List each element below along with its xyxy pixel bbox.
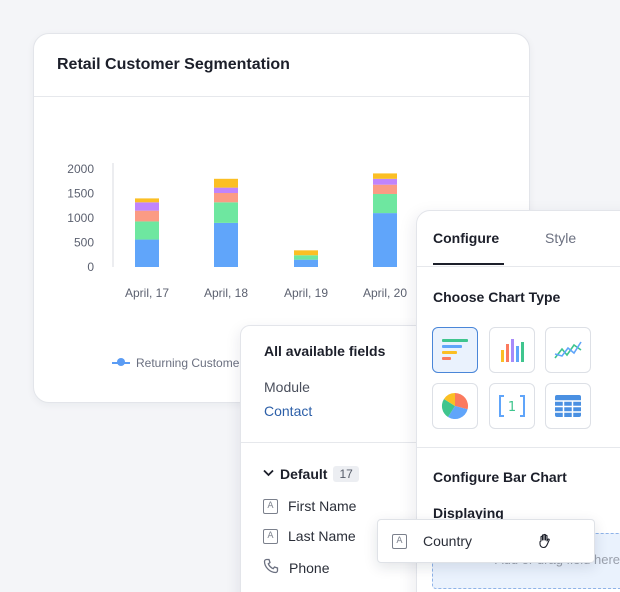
field-group-default[interactable]: Default 17	[263, 466, 359, 482]
bar-segment	[135, 239, 159, 267]
chart-type-number-button[interactable]: 1	[489, 383, 535, 429]
vertical-bar-icon	[501, 339, 524, 362]
field-item-phone[interactable]: Phone	[263, 558, 329, 577]
bar-segment	[294, 259, 318, 267]
text-field-icon: A	[263, 498, 278, 514]
bar-segment	[214, 222, 238, 267]
active-tab-indicator	[433, 263, 504, 265]
configure-bar-chart-heading: Configure Bar Chart	[433, 469, 567, 485]
bar-segment	[214, 202, 238, 223]
fields-divider	[241, 442, 429, 443]
bar-segment	[373, 193, 397, 214]
bar-segment	[214, 187, 238, 194]
module-label: Module	[264, 379, 310, 395]
bar-segment	[294, 255, 318, 260]
legend-swatch	[112, 358, 130, 368]
dragged-field-chip[interactable]: A Country	[377, 519, 595, 563]
displaying-label: Displaying	[433, 505, 504, 521]
x-tick-label: April, 18	[204, 286, 248, 300]
x-tick-label: April, 17	[125, 286, 169, 300]
bar-segment	[135, 210, 159, 222]
dragged-field-label: Country	[423, 533, 473, 549]
field-label: Last Name	[288, 528, 356, 544]
bar-segment	[294, 250, 318, 256]
number-chart-icon: 1	[499, 395, 525, 417]
bar-segment	[373, 173, 397, 179]
chart-type-vertical-bar-button[interactable]	[489, 327, 535, 373]
text-field-icon: A	[263, 528, 278, 544]
chart-type-pie-button[interactable]	[432, 383, 478, 429]
y-tick-label: 2000	[67, 162, 94, 176]
field-label: Phone	[289, 559, 330, 576]
horizontal-bar-icon	[442, 339, 468, 360]
x-tick-label: April, 19	[284, 286, 328, 300]
choose-chart-type-heading: Choose Chart Type	[433, 289, 561, 305]
table-icon	[555, 395, 581, 417]
group-count-badge: 17	[333, 466, 359, 482]
bar-segment	[373, 184, 397, 194]
module-value-link[interactable]: Contact	[264, 403, 313, 419]
group-name: Default	[280, 466, 328, 482]
tab-style[interactable]: Style	[545, 230, 577, 246]
x-tick-label: April, 20	[363, 286, 407, 300]
legend-label: Returning Custome	[136, 356, 240, 370]
bar-segment	[373, 213, 397, 267]
bar-segment	[214, 178, 238, 188]
tabs-divider	[417, 266, 620, 267]
chart-type-table-button[interactable]	[545, 383, 591, 429]
phone-icon	[263, 558, 279, 577]
text-field-icon: A	[392, 533, 407, 549]
chart-legend: Returning Custome	[112, 356, 239, 370]
bar-segment	[135, 221, 159, 240]
field-label: First Name	[288, 498, 357, 514]
bar-segment	[135, 202, 159, 211]
chevron-down-icon	[263, 468, 274, 480]
field-item-last-name[interactable]: A Last Name	[263, 528, 356, 544]
y-tick-label: 0	[87, 260, 94, 274]
grab-cursor-icon	[536, 532, 554, 553]
bar-segment	[135, 198, 159, 203]
section-divider	[417, 447, 620, 448]
fields-panel-title: All available fields	[264, 343, 386, 359]
field-item-first-name[interactable]: A First Name	[263, 498, 356, 514]
y-tick-label: 1500	[67, 187, 94, 201]
card-divider	[34, 96, 529, 97]
chart-title: Retail Customer Segmentation	[57, 56, 290, 73]
bar-segment	[373, 178, 397, 185]
y-tick-label: 1000	[67, 211, 94, 225]
tab-configure[interactable]: Configure	[433, 230, 500, 246]
y-tick-label: 500	[74, 236, 94, 250]
number-glyph: 1	[508, 400, 516, 415]
chart-type-horizontal-bar-button[interactable]	[432, 327, 478, 373]
chart-type-line-button[interactable]	[545, 327, 591, 373]
pie-chart-icon	[441, 392, 468, 420]
bar-chart: 0 500 1000 1500 2000 April, 17 April, 18 April,…	[67, 162, 407, 300]
bar-segment	[214, 193, 238, 203]
line-chart-icon	[554, 341, 582, 359]
